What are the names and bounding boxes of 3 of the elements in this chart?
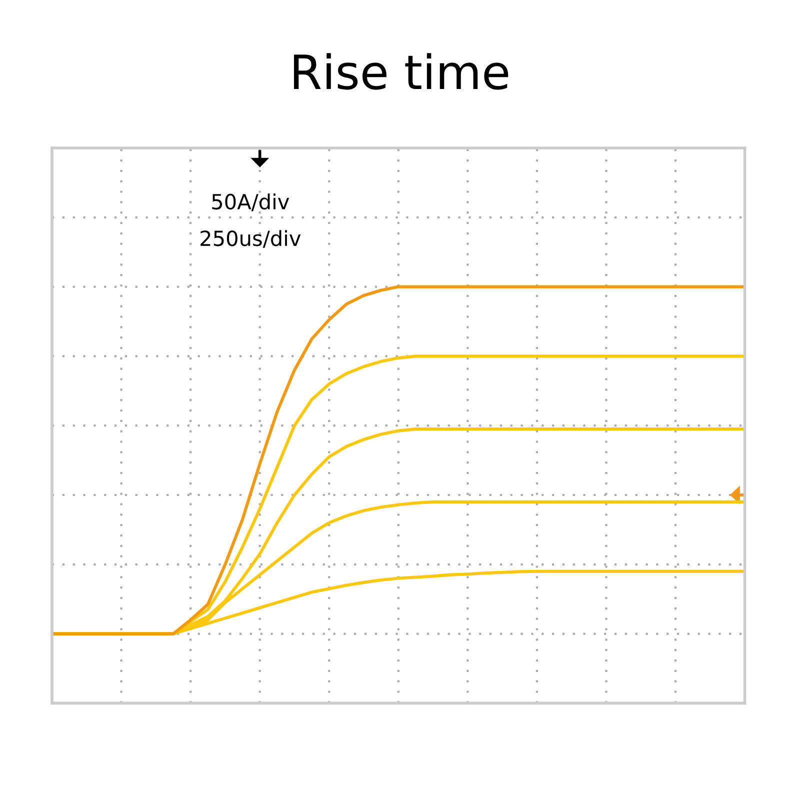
text: 250us/div [200,230,301,248]
text: 50A/div [212,193,290,212]
chart-title: Rise time [294,53,508,90]
